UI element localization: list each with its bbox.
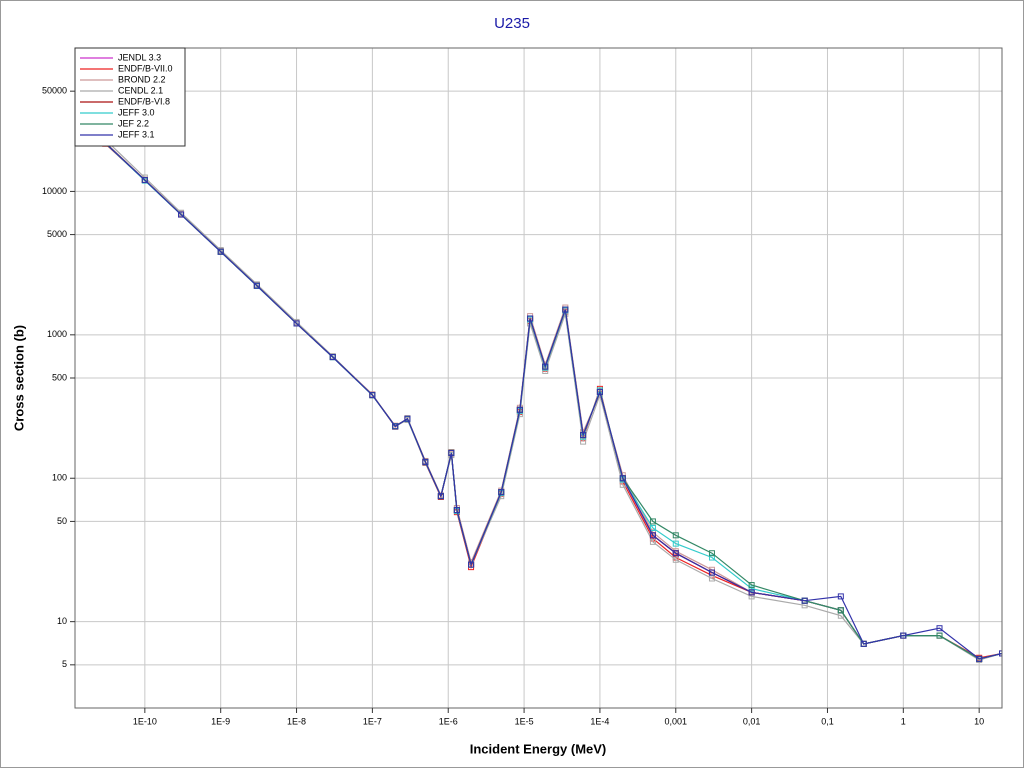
data-point bbox=[404, 415, 411, 422]
series-line bbox=[104, 142, 1002, 660]
data-point bbox=[837, 593, 844, 600]
data-point bbox=[619, 475, 626, 482]
x-tick-label: 10 bbox=[974, 716, 984, 726]
data-point bbox=[437, 493, 444, 500]
y-tick-label: 50 bbox=[57, 516, 67, 526]
data-point bbox=[562, 306, 569, 313]
data-point bbox=[708, 550, 715, 557]
y-tick-label: 5 bbox=[62, 659, 67, 669]
data-point bbox=[542, 363, 549, 370]
x-tick-label: 1E-8 bbox=[287, 716, 306, 726]
data-point bbox=[936, 632, 943, 639]
data-point bbox=[672, 550, 679, 557]
x-tick-label: 1E-4 bbox=[590, 716, 609, 726]
data-point bbox=[329, 354, 336, 361]
y-axis-label: Cross section (b) bbox=[11, 325, 26, 431]
data-point bbox=[453, 507, 460, 514]
y-tick-label: 1000 bbox=[47, 329, 67, 339]
data-point bbox=[672, 556, 679, 563]
legend-label: JEF 2.2 bbox=[118, 118, 149, 128]
data-point bbox=[596, 388, 603, 395]
legend-box bbox=[74, 47, 186, 147]
x-tick-label: 0,01 bbox=[743, 716, 761, 726]
legend-label: CENDL 2.1 bbox=[118, 85, 163, 95]
data-point bbox=[422, 458, 429, 465]
data-point bbox=[392, 423, 399, 430]
data-point bbox=[748, 582, 755, 589]
data-point bbox=[580, 432, 587, 439]
data-point bbox=[936, 625, 943, 632]
x-tick-label: 1E-7 bbox=[363, 716, 382, 726]
data-point bbox=[900, 632, 907, 639]
data-point bbox=[649, 524, 656, 531]
y-tick-label: 5000 bbox=[47, 229, 67, 239]
data-point bbox=[649, 532, 656, 539]
data-point bbox=[860, 640, 867, 647]
x-tick-label: 0,001 bbox=[665, 716, 688, 726]
y-tick-label: 100 bbox=[52, 473, 67, 483]
x-axis-label: Incident Energy (MeV) bbox=[470, 741, 607, 756]
data-point bbox=[498, 489, 505, 496]
data-point bbox=[448, 449, 455, 456]
data-point bbox=[178, 211, 185, 218]
data-point bbox=[217, 248, 224, 255]
data-point bbox=[708, 569, 715, 576]
data-point bbox=[369, 392, 376, 399]
y-tick-label: 500 bbox=[52, 372, 67, 382]
data-point bbox=[253, 282, 260, 289]
data-point bbox=[801, 597, 808, 604]
y-tick-label: 10000 bbox=[42, 186, 67, 196]
data-point bbox=[649, 538, 656, 545]
data-point bbox=[748, 589, 755, 596]
data-point bbox=[468, 561, 475, 568]
x-tick-label: 1E-5 bbox=[515, 716, 534, 726]
data-point bbox=[708, 575, 715, 582]
legend-label: ENDF/B-VII.0 bbox=[118, 63, 173, 73]
x-tick-label: 1E-10 bbox=[133, 716, 157, 726]
legend-label: JEFF 3.1 bbox=[118, 129, 155, 139]
data-point bbox=[748, 585, 755, 592]
y-tick-label: 10 bbox=[57, 616, 67, 626]
legend-label: JEFF 3.0 bbox=[118, 107, 155, 117]
x-tick-label: 1 bbox=[901, 716, 906, 726]
x-tick-label: 1E-9 bbox=[211, 716, 230, 726]
legend-label: BROND 2.2 bbox=[118, 74, 166, 84]
y-tick-label: 50000 bbox=[42, 86, 67, 96]
data-point bbox=[672, 532, 679, 539]
data-point bbox=[708, 554, 715, 561]
chart-title: U235 bbox=[494, 15, 530, 32]
legend-label: ENDF/B-VI.8 bbox=[118, 96, 170, 106]
data-point bbox=[999, 650, 1002, 657]
data-point bbox=[748, 593, 755, 600]
data-point bbox=[672, 540, 679, 547]
data-point bbox=[527, 315, 534, 322]
data-point bbox=[837, 607, 844, 614]
legend-label: JENDL 3.3 bbox=[118, 52, 161, 62]
data-point bbox=[649, 518, 656, 525]
data-point bbox=[516, 406, 523, 413]
data-point bbox=[976, 655, 983, 662]
x-tick-label: 0,1 bbox=[821, 716, 834, 726]
data-point bbox=[141, 177, 148, 184]
x-tick-label: 1E-6 bbox=[439, 716, 458, 726]
data-point bbox=[293, 320, 300, 327]
